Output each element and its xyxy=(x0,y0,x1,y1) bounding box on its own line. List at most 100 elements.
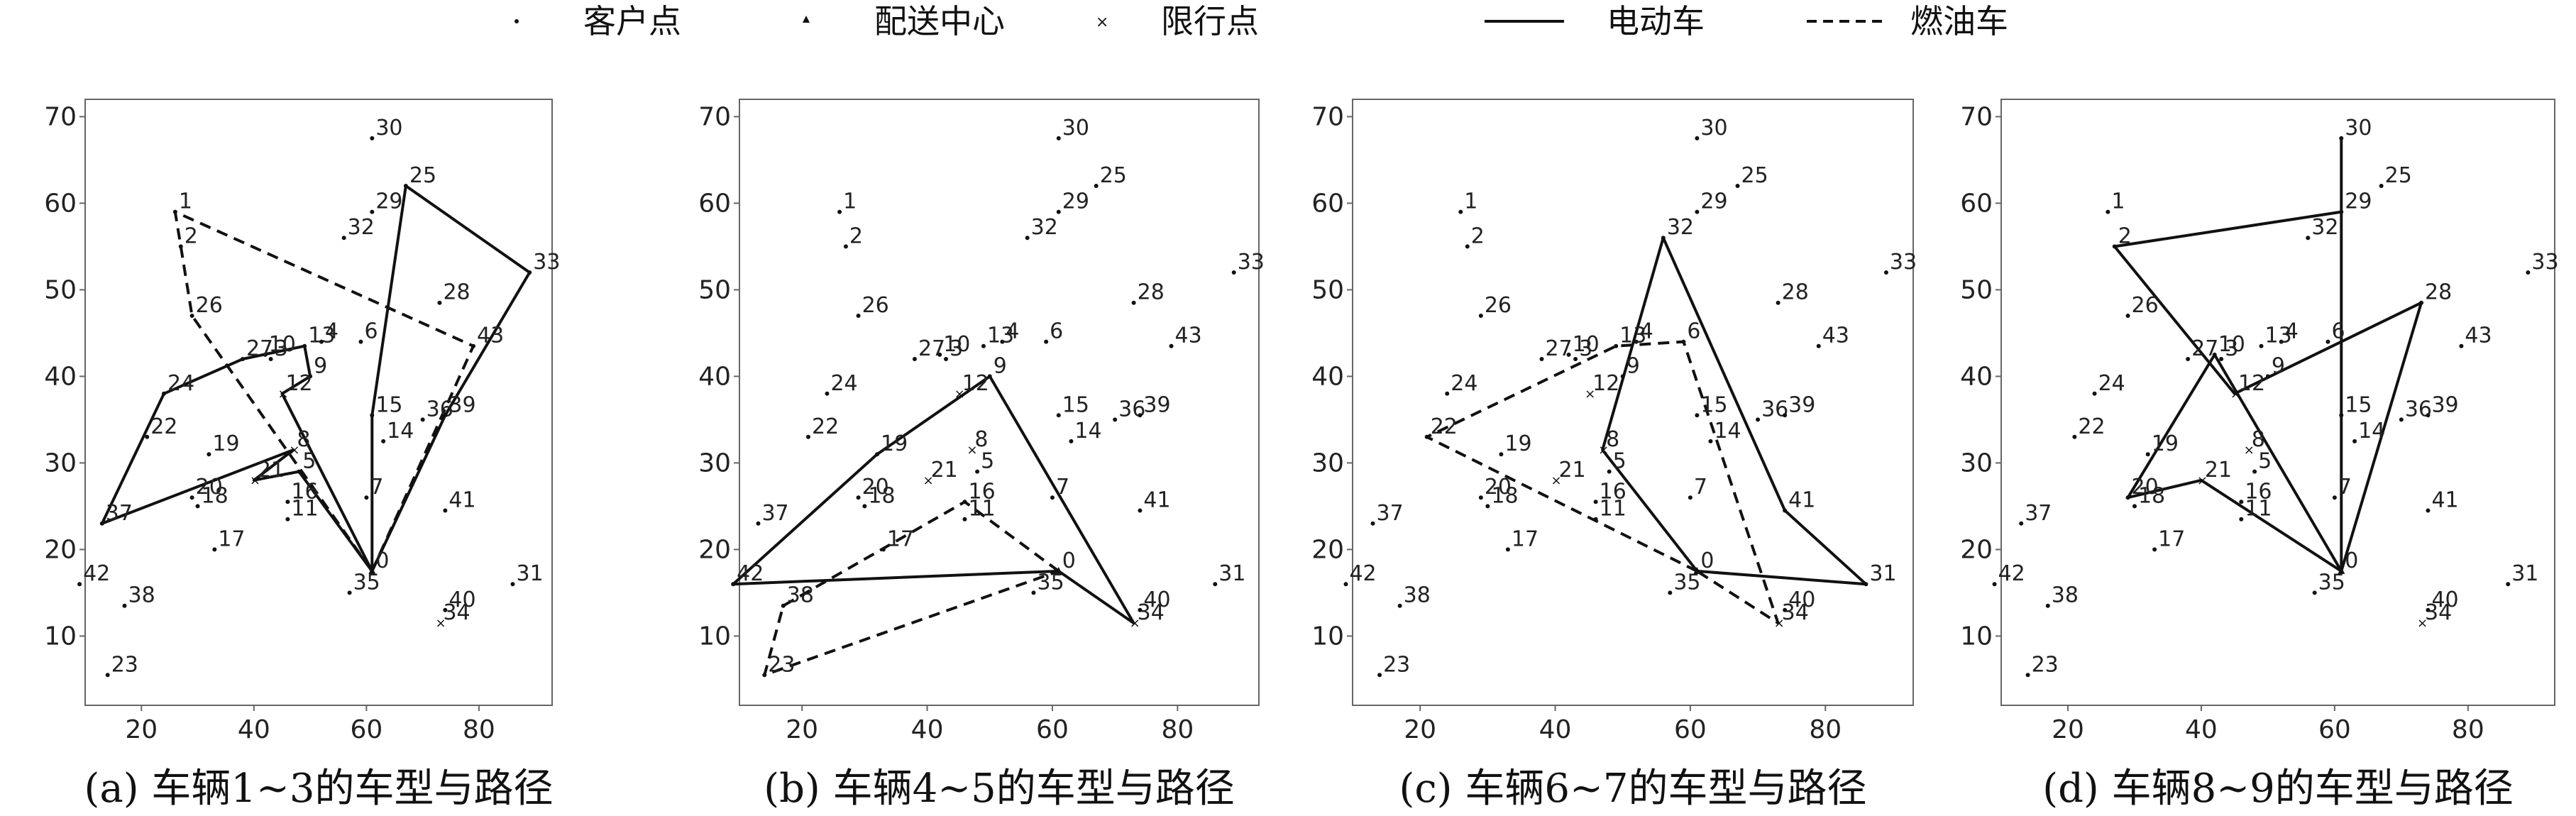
point-label: 0 xyxy=(375,548,389,573)
y-tick-label: 70 xyxy=(698,102,731,131)
point-label: 25 xyxy=(2385,163,2412,188)
point-label: 31 xyxy=(517,561,544,586)
point-label: 31 xyxy=(1218,561,1245,586)
restricted-marker: × xyxy=(1774,616,1785,631)
customer-marker xyxy=(1094,184,1099,188)
point-label: 29 xyxy=(375,189,402,214)
y-tick-label: 70 xyxy=(1960,102,1993,131)
point-label: 36 xyxy=(2405,397,2432,421)
customer-marker xyxy=(2106,209,2110,214)
customer-marker xyxy=(364,495,369,500)
y-tick-label: 50 xyxy=(698,275,731,304)
point-label: 35 xyxy=(1673,570,1700,595)
y-tick-label: 60 xyxy=(44,189,77,218)
point-label: 15 xyxy=(1700,392,1727,417)
point-label: 5 xyxy=(981,449,994,474)
plot-frame xyxy=(739,99,1260,706)
customer-marker xyxy=(2339,209,2344,214)
customer-marker xyxy=(1620,374,1625,379)
point-label: 15 xyxy=(2345,392,2372,417)
restricted-marker: × xyxy=(289,443,299,458)
point-label: 43 xyxy=(1175,324,1202,348)
x-tick-label: 80 xyxy=(2452,715,2484,744)
point-label: 9 xyxy=(314,353,327,378)
point-label: 40 xyxy=(1788,588,1815,612)
point-label: 2 xyxy=(185,224,198,248)
point-label: 35 xyxy=(353,570,380,595)
point-label: 27 xyxy=(1546,336,1573,361)
customer-marker xyxy=(1478,314,1483,318)
customer-marker xyxy=(263,352,268,357)
customer-marker xyxy=(308,374,313,379)
customer-marker xyxy=(527,270,532,275)
point-label: 29 xyxy=(1700,189,1727,214)
customer-marker xyxy=(1566,352,1571,357)
customer-marker xyxy=(1776,300,1780,305)
customer-marker xyxy=(1138,607,1143,612)
point-label: 11 xyxy=(968,497,995,522)
point-label: 39 xyxy=(1788,392,1815,417)
point-label: 8 xyxy=(297,427,310,452)
point-label: 18 xyxy=(202,483,229,508)
point-label: 7 xyxy=(1056,475,1069,500)
customer-marker xyxy=(1573,357,1578,361)
point-label: 20 xyxy=(1485,475,1512,500)
customer-marker xyxy=(1169,343,1174,348)
customer-marker xyxy=(1044,339,1049,344)
customer-marker xyxy=(302,343,307,348)
point-label: 28 xyxy=(2425,280,2452,305)
point-label: 8 xyxy=(1606,427,1619,452)
point-label: 12 xyxy=(1592,371,1619,396)
plot-frame xyxy=(84,99,553,706)
customer-marker xyxy=(2426,607,2431,612)
customer-marker xyxy=(2186,357,2191,361)
customer-marker xyxy=(975,469,980,474)
customer-marker xyxy=(1783,508,1788,513)
point-label: 34 xyxy=(443,600,470,625)
y-tick-label: 30 xyxy=(1960,448,1993,478)
customer-marker xyxy=(2092,391,2097,396)
customer-marker xyxy=(1377,673,1382,678)
depot-marker xyxy=(2338,566,2345,574)
customer-marker xyxy=(1695,209,1700,214)
point-label: 38 xyxy=(1404,583,1431,608)
y-tick-label: 40 xyxy=(1960,362,1993,391)
point-label: 37 xyxy=(2025,501,2052,526)
customer-marker xyxy=(2125,314,2130,318)
customer-marker xyxy=(297,469,302,474)
point-label: 10 xyxy=(269,332,296,357)
point-label: 32 xyxy=(1667,215,1694,240)
y-tick-label: 70 xyxy=(44,102,77,131)
point-label: 23 xyxy=(2032,652,2059,677)
customer-marker xyxy=(1735,184,1740,188)
panel-caption: (c) 车辆6~7的车型与路径 xyxy=(1399,766,1866,812)
y-tick-label: 50 xyxy=(44,275,77,304)
point-label: 36 xyxy=(1761,397,1788,421)
point-label: 5 xyxy=(302,449,316,474)
point-label: 4 xyxy=(2285,319,2299,344)
customer-marker xyxy=(1864,582,1868,587)
customer-marker xyxy=(1131,300,1136,305)
point-label: 18 xyxy=(2138,483,2165,508)
restricted-marker: × xyxy=(967,443,977,458)
restricted-marker: × xyxy=(923,473,934,488)
restricted-marker: × xyxy=(250,473,260,488)
customer-marker xyxy=(1445,391,1450,396)
customer-marker xyxy=(1113,417,1118,422)
customer-marker xyxy=(1681,339,1686,344)
point-label: 29 xyxy=(1062,189,1089,214)
customer-marker xyxy=(2125,495,2130,500)
point-label: 24 xyxy=(2098,371,2125,396)
point-label: 40 xyxy=(1143,588,1170,612)
customer-marker xyxy=(912,357,917,361)
point-label: 2 xyxy=(849,224,863,248)
point-label: 16 xyxy=(968,479,995,504)
point-label: 21 xyxy=(1559,458,1586,483)
customer-marker xyxy=(825,391,830,396)
customer-marker xyxy=(2112,244,2117,249)
customer-marker xyxy=(1688,495,1692,500)
point-label: 34 xyxy=(2425,600,2452,625)
y-tick-label: 50 xyxy=(1311,275,1344,304)
y-tick-label: 60 xyxy=(698,189,731,218)
customer-marker xyxy=(161,391,166,396)
